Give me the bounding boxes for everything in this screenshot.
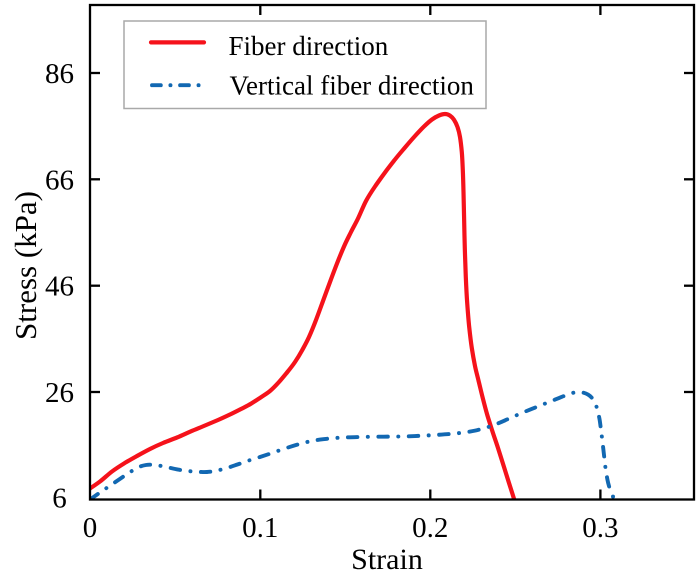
svg-text:6: 6 [52,483,67,515]
svg-text:Stress (kPa): Stress (kPa) [8,191,43,340]
svg-text:26: 26 [45,377,74,409]
svg-text:0.3: 0.3 [582,512,618,544]
svg-text:0: 0 [83,512,98,544]
svg-text:Strain: Strain [351,543,423,575]
svg-text:46: 46 [45,271,74,303]
svg-text:86: 86 [45,58,74,90]
svg-text:0.2: 0.2 [412,512,448,544]
svg-text:Fiber direction: Fiber direction [229,31,389,61]
svg-text:66: 66 [45,164,74,196]
svg-text:0.1: 0.1 [242,512,278,544]
svg-text:Vertical fiber direction: Vertical fiber direction [230,71,475,101]
